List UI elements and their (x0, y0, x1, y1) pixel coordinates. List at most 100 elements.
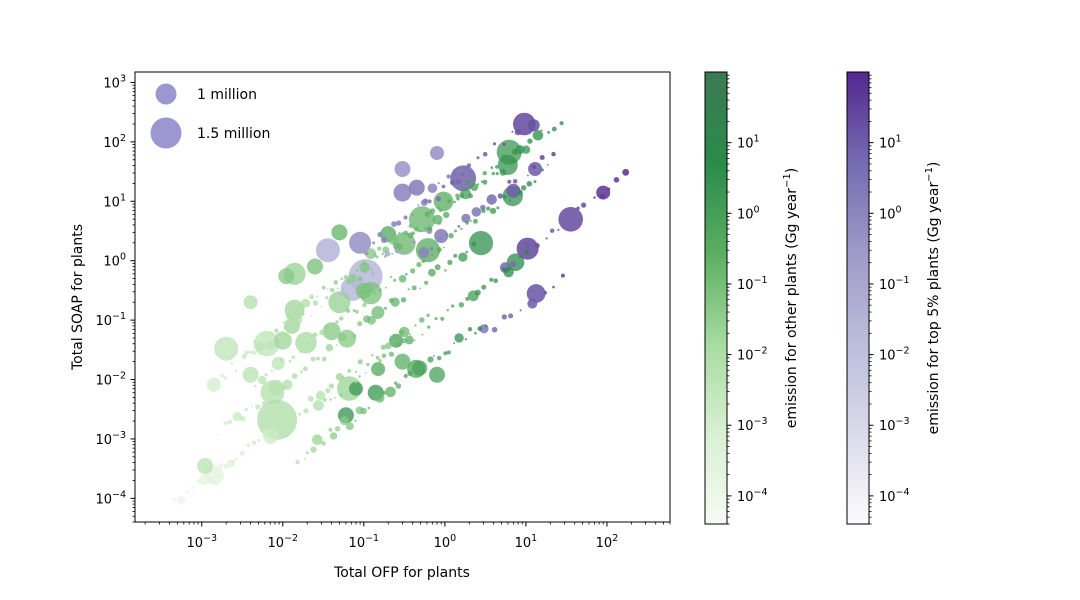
scatter-point-other (434, 317, 438, 321)
scatter-point-top5 (441, 184, 446, 189)
scatter-point-top5 (417, 204, 420, 207)
scatter-point-top5 (519, 309, 522, 312)
scatter-point-other (365, 371, 367, 374)
axes: 10−3 10−2 10−1 100 101 102 10−4 10−3 10−2 10−1 100… (95, 73, 671, 551)
scatter-point-other (371, 362, 386, 377)
scatter-point-other (321, 285, 326, 290)
scatter-point-other (421, 333, 424, 336)
scatter-point-top5 (411, 214, 414, 216)
scatter-point-other (395, 383, 402, 389)
scatter-point-top5 (384, 250, 391, 257)
scatter-point-top5 (507, 179, 512, 184)
scatter-point-other (453, 200, 456, 204)
scatter-point-top5 (423, 198, 429, 204)
scatter-point-other (427, 356, 434, 363)
colorbar-top5-plants: 10−4 10−3 10−2 10−1 100 101 emission for top … (846, 71, 942, 525)
scatter-point-other (325, 344, 334, 352)
scatter-point-other (232, 411, 242, 422)
scatter-point-other (227, 419, 232, 425)
scatter-point-other (283, 322, 293, 332)
scatter-point-top5 (396, 220, 402, 226)
scatter-point-top5 (412, 240, 416, 245)
scatter-point-other (527, 138, 533, 144)
scatter-point-other (532, 130, 544, 141)
scatter-point-other (358, 375, 361, 378)
scatter-point-other (325, 296, 329, 300)
scatter-point-other (418, 229, 421, 232)
colorbar-other-label: emission for other plants (Gg year−1) (782, 168, 800, 429)
scatter-point-other (540, 129, 543, 132)
scatter-point-other (304, 458, 306, 460)
scatter-point-top5 (315, 238, 340, 263)
scatter-point-other (265, 340, 275, 350)
scatter-point-other (239, 450, 245, 456)
scatter-point-other (381, 390, 386, 395)
scatter-point-other (468, 193, 473, 199)
size-legend-label-1-million: 1 million (197, 87, 257, 103)
scatter-point-other (421, 259, 426, 264)
y-tick-label: 10−1 (95, 311, 126, 329)
scatter-point-other (355, 268, 359, 273)
scatter-point-other (264, 373, 268, 377)
colorbar-tick-label: 100 (737, 204, 760, 222)
scatter-point-other (526, 181, 533, 187)
colorbar-tick-label: 10−4 (879, 487, 910, 505)
scatter-point-other (383, 255, 387, 258)
colorbar-top5-label: emission for top 5% plants (Gg year−1) (924, 162, 942, 435)
scatter-point-other (377, 246, 382, 251)
scatter-point-other (489, 277, 494, 282)
scatter-point-other (263, 429, 269, 435)
scatter-point-other (518, 255, 522, 259)
scatter-point-other (300, 370, 303, 374)
y-axis-title: Total SOAP for plants (70, 224, 86, 371)
scatter-point-other (501, 267, 506, 272)
scatter-point-top5 (471, 207, 482, 217)
scatter-point-other (227, 459, 236, 468)
scatter-point-other (197, 458, 214, 474)
colorbar-other-plants: 10−4 10−3 10−2 10−1 100 101 emission for othe… (704, 71, 800, 525)
scatter-point-other (333, 396, 336, 399)
scatter-point-other (501, 154, 507, 160)
scatter-point-other (354, 370, 358, 373)
scatter-point-top5 (482, 151, 488, 157)
scatter-point-top5 (476, 156, 480, 160)
x-tick-label: 10−1 (349, 533, 380, 551)
scatter-point-other (309, 294, 314, 300)
scatter-point-other (438, 208, 443, 212)
scatter-point-other (443, 246, 445, 249)
scatter-point-other (292, 323, 296, 328)
scatter-point-other (433, 354, 435, 357)
scatter-point-other (401, 338, 408, 344)
scatter-point-other (331, 224, 348, 241)
scatter-point-other (310, 356, 316, 362)
scatter-point-other (481, 208, 486, 213)
scatter-point-other (482, 171, 487, 176)
scatter-point-other (363, 315, 371, 323)
scatter-point-other (347, 368, 352, 373)
scatter-point-other (412, 360, 428, 376)
scatter-point-other (349, 381, 363, 396)
scatter-point-other (436, 247, 442, 253)
scatter-point-other (291, 355, 296, 359)
colorbar-tick-label: 101 (737, 134, 760, 152)
scatter-point-other (427, 325, 431, 329)
scatter-point-other (171, 497, 176, 502)
scatter-point-top5 (461, 213, 471, 223)
x-tick-label: 102 (596, 533, 619, 551)
scatter-point-top5 (492, 142, 497, 146)
scatter-point-other (443, 351, 448, 356)
scatter-point-other (354, 381, 358, 384)
scatter-point-other (465, 250, 469, 254)
scatter-point-other (465, 221, 469, 225)
scatter-point-other (426, 313, 430, 317)
scatter-point-top5 (427, 199, 432, 204)
scatter-point-other (366, 362, 370, 367)
scatter-point-other (270, 332, 274, 335)
scatter-point-other (262, 334, 265, 337)
scatter-point-other (334, 426, 341, 432)
scatter-point-other (448, 233, 454, 239)
scatter-point-other (373, 394, 378, 399)
scatter-point-other (471, 180, 474, 183)
scatter-point-top5 (429, 247, 434, 251)
